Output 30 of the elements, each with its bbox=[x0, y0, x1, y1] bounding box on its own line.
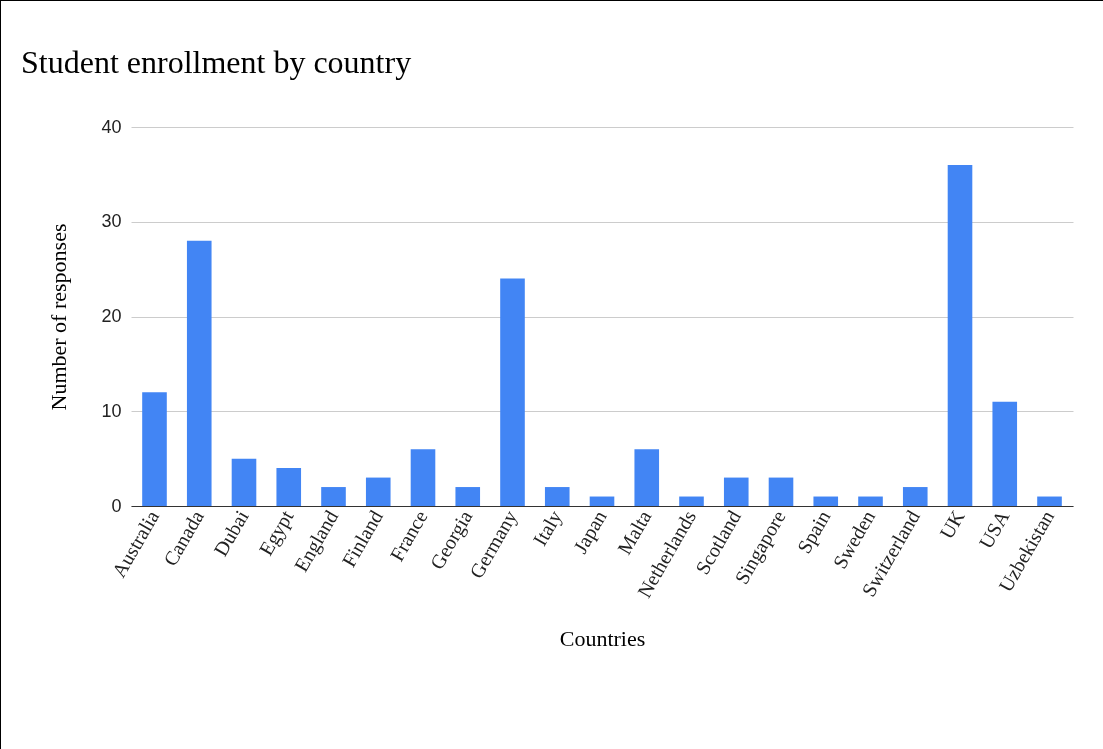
bar bbox=[858, 496, 883, 506]
x-tick-label: UK bbox=[935, 506, 969, 543]
y-tick-label: 40 bbox=[101, 116, 122, 137]
bar bbox=[365, 477, 391, 506]
y-axis-title: Number of responses bbox=[46, 223, 72, 411]
bar bbox=[321, 487, 346, 506]
bar bbox=[634, 449, 660, 506]
y-tick-label: 30 bbox=[101, 211, 122, 232]
bar bbox=[500, 278, 525, 506]
bar bbox=[231, 458, 257, 506]
bar bbox=[768, 477, 794, 506]
bar bbox=[544, 487, 570, 506]
bar bbox=[947, 164, 973, 506]
bar bbox=[1037, 496, 1062, 506]
bar bbox=[813, 496, 839, 506]
bar bbox=[589, 496, 615, 506]
bar bbox=[455, 487, 481, 506]
bar bbox=[723, 477, 749, 506]
x-axis-title: Countries bbox=[559, 626, 646, 652]
bar bbox=[142, 392, 167, 506]
y-tick-label: 10 bbox=[101, 400, 122, 421]
y-tick-label: 20 bbox=[101, 306, 122, 326]
bar bbox=[410, 449, 436, 506]
chart-title: Student enrollment by country bbox=[21, 44, 412, 80]
y-tick-label: 0 bbox=[111, 495, 122, 516]
bar bbox=[276, 468, 302, 506]
bar bbox=[186, 240, 212, 506]
bar bbox=[679, 496, 704, 506]
bar bbox=[902, 487, 928, 506]
bar bbox=[992, 401, 1018, 506]
